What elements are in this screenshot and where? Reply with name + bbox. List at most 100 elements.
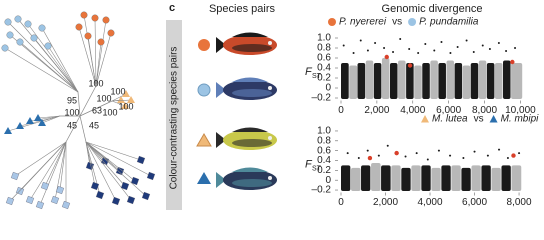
x-tick-label: 4,000	[418, 197, 443, 208]
fish-stripe	[232, 44, 272, 52]
chromosome-block	[351, 167, 361, 192]
leaf	[97, 38, 105, 46]
fish-tail	[216, 82, 226, 98]
icon	[198, 39, 210, 51]
y-label-sub: ST	[312, 165, 322, 172]
outlier-point	[505, 50, 508, 52]
chromosome-block	[401, 167, 411, 192]
support-label: 63	[92, 105, 102, 115]
chromosome-block	[478, 60, 487, 99]
outlier-point	[462, 157, 465, 160]
fish-fin	[232, 32, 268, 37]
leaf	[84, 32, 92, 40]
chromosome-block	[421, 165, 431, 192]
chromosome-block	[349, 65, 358, 99]
branch	[85, 141, 147, 197]
chromosome-block	[471, 165, 481, 192]
chromosome-block	[462, 65, 471, 99]
chromosome-block	[494, 63, 503, 99]
legend-marker	[421, 115, 429, 123]
fish-stripe	[232, 89, 272, 97]
x-tick-label: 8,000	[507, 197, 532, 208]
y-tick-label: 0.4	[317, 155, 331, 166]
branch	[85, 141, 152, 177]
chromosome-block	[470, 63, 479, 99]
outlier-point	[472, 51, 475, 53]
branch	[14, 141, 67, 177]
support-label: 45	[89, 120, 99, 130]
support-label: 100	[118, 101, 133, 111]
branch	[95, 19, 107, 87]
branch	[94, 17, 97, 87]
outlier-point	[359, 39, 362, 42]
branch	[111, 100, 126, 107]
outlier-point	[377, 154, 380, 157]
fish-photos	[216, 32, 277, 190]
x-tick-label: 6,000	[462, 197, 487, 208]
x-tick-label: 10,000	[505, 105, 536, 116]
outlier-point	[437, 149, 440, 152]
chromosome-block	[411, 165, 421, 192]
leaf	[40, 181, 50, 191]
chromosome-block	[454, 63, 463, 99]
leaf	[91, 14, 99, 22]
legend-label: M. lutea	[432, 114, 468, 125]
branch	[85, 141, 142, 161]
leaf	[55, 185, 65, 195]
outlier-point	[346, 152, 349, 155]
chromosome-block	[491, 167, 501, 192]
leaf	[16, 38, 24, 46]
leaf	[121, 102, 129, 109]
outlier-point	[518, 152, 521, 155]
branch	[7, 21, 79, 93]
outlier-point	[426, 158, 429, 161]
outlier-point	[366, 49, 369, 52]
leaf	[102, 16, 110, 24]
chromosome-block	[391, 165, 401, 192]
figure: Colour-contrasting species pairs c Speci…	[1, 2, 539, 210]
branch	[19, 41, 79, 93]
chromosome-block	[381, 165, 391, 192]
highlight-point	[384, 54, 389, 60]
leaf	[4, 18, 12, 26]
outlier-point	[342, 44, 345, 47]
support-label: 100	[102, 107, 117, 117]
fish-fin	[232, 167, 268, 172]
chromosome-block	[446, 60, 455, 99]
outlier-point	[433, 49, 436, 52]
chromosome-block	[373, 63, 382, 99]
outlier-point	[514, 47, 517, 49]
legend-label: P. pundamilia	[419, 17, 479, 28]
support-label: 100	[96, 93, 111, 103]
y-tick-label: 0.2	[317, 73, 331, 84]
branch	[95, 32, 112, 87]
leaf	[14, 15, 22, 23]
chromosome-block	[501, 165, 511, 192]
legend-label: P. nyererei	[339, 17, 387, 28]
chromosome-block	[414, 65, 422, 99]
chromosome-block	[389, 63, 398, 99]
leaf	[5, 196, 15, 206]
chromosome-block	[461, 167, 471, 192]
y-tick-label: –0.2	[312, 93, 332, 104]
leaf	[26, 117, 34, 124]
leaf	[136, 155, 146, 165]
y-tick-label: 0.6	[317, 53, 331, 64]
branch	[87, 35, 97, 87]
fish-eye	[268, 86, 272, 90]
leaf	[80, 11, 88, 19]
legend-joiner: vs	[392, 17, 402, 28]
fish-tail	[216, 37, 226, 53]
chromosome-block	[371, 162, 381, 192]
chromosome-block	[406, 63, 414, 99]
leaf	[30, 34, 38, 42]
leaf	[111, 196, 121, 206]
chromosome-block	[341, 165, 351, 192]
outlier-point	[408, 48, 411, 50]
leaf	[130, 176, 140, 186]
branch	[44, 141, 67, 187]
branch	[85, 141, 136, 182]
x-tick-label: 8,000	[472, 105, 497, 116]
x-tick-label: 6,000	[436, 105, 461, 116]
